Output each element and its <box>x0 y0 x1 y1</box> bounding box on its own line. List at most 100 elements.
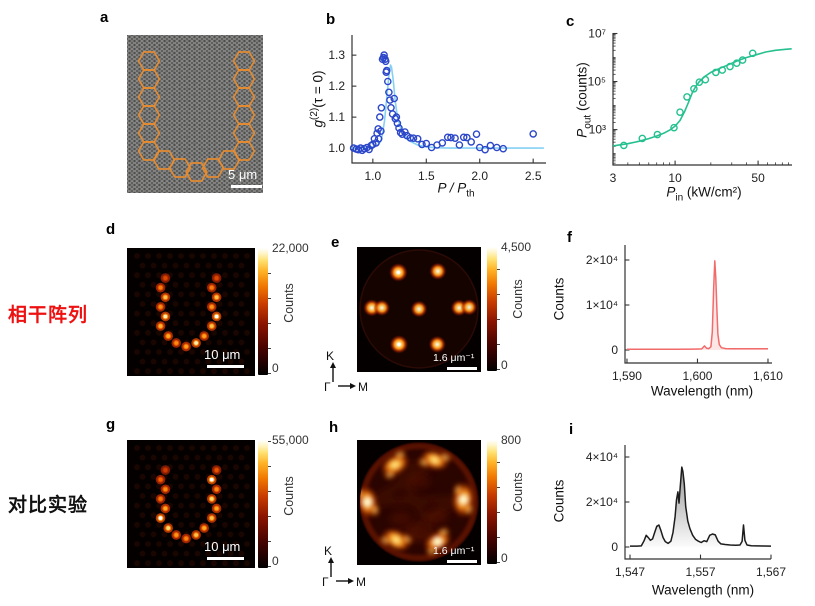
lattice-site <box>156 291 162 298</box>
hexagon-cell <box>168 158 192 178</box>
lasing-spot <box>206 282 217 293</box>
lattice-site <box>200 368 206 375</box>
lattice-site <box>156 464 162 471</box>
scalebar-a <box>231 185 262 188</box>
lattice-site <box>244 349 250 355</box>
nearfield-dots-control <box>134 445 250 567</box>
lattice-site <box>172 512 179 519</box>
x-tick-label: 2.0 <box>471 169 488 183</box>
lattice-site <box>233 521 239 528</box>
scalebar-e-text: 1.6 μm⁻¹ <box>433 352 475 364</box>
lattice-site <box>238 512 245 519</box>
lattice-site <box>189 272 195 279</box>
lattice-site <box>134 272 140 279</box>
lattice-site <box>238 262 245 269</box>
x-tick-label: 3 <box>610 171 617 185</box>
lattice-site <box>244 329 250 336</box>
lattice-site <box>200 349 206 355</box>
lattice-site <box>216 531 223 538</box>
y-tick-label: 10⁵ <box>588 75 606 89</box>
lattice-site <box>145 310 151 317</box>
lattice-site <box>222 541 228 547</box>
b-y-axis-label: g(2)(τ = 0) <box>308 70 326 128</box>
data-point <box>384 77 392 86</box>
lattice-site <box>244 541 250 547</box>
lattice-site <box>156 502 162 509</box>
data-point <box>695 78 704 87</box>
lattice-site <box>227 281 234 288</box>
data-point <box>499 144 507 153</box>
faint-haze <box>425 509 449 525</box>
lattice-site <box>134 349 140 355</box>
lattice-site <box>227 493 234 499</box>
lattice-site <box>233 541 239 547</box>
series-pout-data <box>620 49 757 150</box>
lattice-site <box>183 550 190 557</box>
lattice-site <box>156 445 162 451</box>
data-point <box>711 68 720 77</box>
m-arrowhead <box>350 383 356 389</box>
lattice-site <box>134 253 140 259</box>
y-tick-label: 1.0 <box>328 141 345 155</box>
lattice-site <box>244 253 250 259</box>
lattice-site <box>233 502 239 509</box>
lattice-site <box>145 253 151 259</box>
colorbar-e-units: Counts <box>511 279 525 319</box>
lattice-site <box>189 464 195 471</box>
data-point <box>377 104 386 112</box>
kspace-blob <box>416 448 453 472</box>
lattice-site <box>233 483 239 490</box>
lattice-site <box>194 358 201 365</box>
lattice-site <box>145 483 151 490</box>
lattice-site <box>145 272 151 279</box>
lattice-site <box>189 521 195 528</box>
b-x-axis-label: P / Pth <box>437 180 475 200</box>
panel-letter-d: d <box>106 221 116 238</box>
lattice-site <box>183 473 190 480</box>
lattice-site <box>189 329 195 336</box>
data-point <box>390 94 398 103</box>
lattice-site <box>150 301 157 307</box>
lattice-site <box>167 541 173 547</box>
data-point <box>386 96 394 104</box>
lattice-site <box>150 550 157 557</box>
lattice-site <box>205 358 212 365</box>
lattice-site <box>156 368 162 375</box>
colorbar-e <box>487 247 497 371</box>
lattice-site <box>227 550 234 557</box>
lattice-site <box>238 358 245 365</box>
lattice-site <box>233 329 239 336</box>
hexagon-cell <box>185 162 208 182</box>
data-point <box>376 113 384 121</box>
lattice-site <box>156 310 162 317</box>
lattice-site <box>233 291 239 298</box>
data-point <box>455 141 464 149</box>
lattice-site <box>233 560 239 567</box>
lattice-site <box>172 320 179 327</box>
axes: 1,590 1,600 1,610 0 1×10⁴ 2×10⁴ <box>586 245 783 383</box>
faint-haze <box>389 510 413 527</box>
lattice-site <box>134 541 140 547</box>
m-arrowhead <box>348 578 354 584</box>
lasing-spot <box>160 465 171 475</box>
x-tick-label: 1,547 <box>615 565 645 579</box>
lattice-site <box>178 291 184 298</box>
lattice-site <box>139 339 146 346</box>
lattice-site <box>167 445 173 451</box>
lattice-site <box>134 521 140 528</box>
colorbar-g-units: Counts <box>282 476 296 516</box>
lattice-site <box>183 281 190 288</box>
lattice-site <box>238 454 245 461</box>
axes: 3 10 50 10³ 10⁵ 10⁷ <box>588 27 792 185</box>
lattice-site <box>139 550 146 557</box>
series-spectrum <box>627 260 769 351</box>
lattice-site <box>178 310 184 317</box>
lattice-site <box>216 339 223 346</box>
lattice-site <box>172 281 179 288</box>
lattice-site <box>222 272 228 279</box>
lattice-site <box>183 320 190 327</box>
y-tick-label: 10⁷ <box>588 27 606 41</box>
lattice-site <box>139 301 146 307</box>
kspace-blob <box>422 525 453 558</box>
kspace-axes-h: K Γ M <box>322 544 366 588</box>
